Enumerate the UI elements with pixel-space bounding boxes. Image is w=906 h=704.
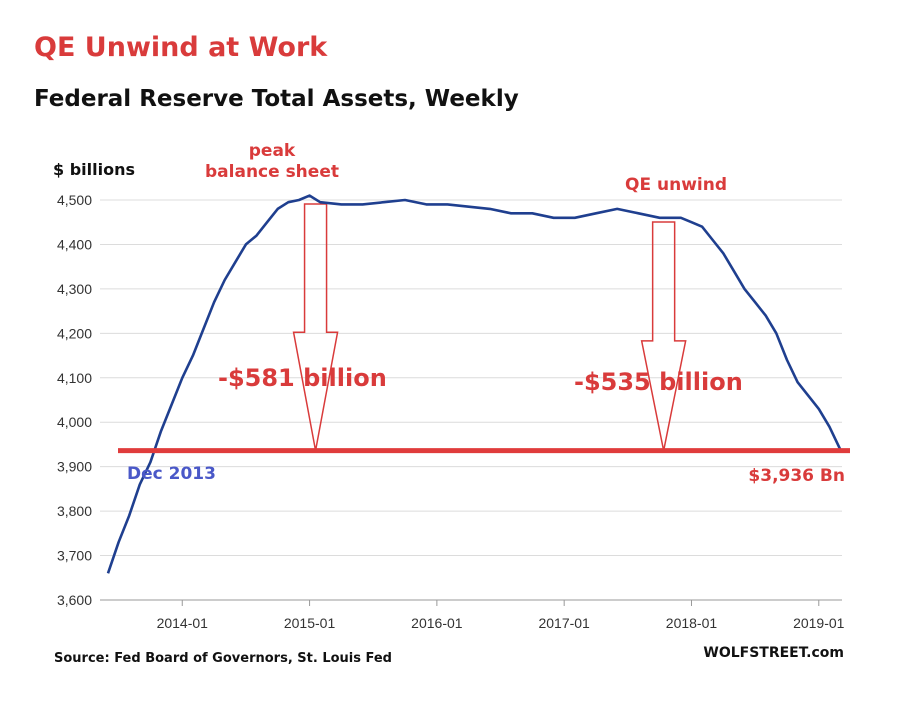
y-tick-label: 4,300 xyxy=(57,281,92,297)
chart-subtitle: Federal Reserve Total Assets, Weekly xyxy=(34,86,519,112)
x-tick-label: 2015-01 xyxy=(284,615,336,631)
y-tick-label: 3,700 xyxy=(57,548,92,564)
y-tick-label: 4,100 xyxy=(57,370,92,386)
brand-label: WOLFSTREET.com xyxy=(703,645,844,661)
start-date-label: Dec 2013 xyxy=(127,464,216,484)
y-tick-label: 3,900 xyxy=(57,459,92,475)
series-lines xyxy=(106,194,842,574)
end-value-label: $3,936 Bn xyxy=(748,466,845,486)
peak-amount-label: -$581 billion xyxy=(218,364,387,392)
y-tick-label: 3,800 xyxy=(57,503,92,519)
x-tick-labels: 2014-01 2015-01 2016-01 2017-01 2018-01 2019-… xyxy=(100,599,845,631)
peak-label-line1: peak xyxy=(249,141,296,161)
reduction-arrow xyxy=(640,221,687,451)
unwind-label: QE unwind xyxy=(625,175,727,195)
y-tick-label: 4,400 xyxy=(57,236,92,252)
x-tick-label: 2014-01 xyxy=(157,615,209,631)
y-tick-labels: 3,600 3,700 3,800 3,900 4,000 4,100 4,200 4,300… xyxy=(57,192,92,608)
y-tick-label: 4,200 xyxy=(57,325,92,341)
x-tick-label: 2017-01 xyxy=(538,615,590,631)
series-line xyxy=(106,194,842,574)
unwind-amount-label: -$535 billion xyxy=(574,368,743,396)
peak-label-line2: balance sheet xyxy=(205,162,339,182)
chart-title: QE Unwind at Work xyxy=(34,32,328,63)
gridlines xyxy=(100,199,842,601)
reduction-arrows xyxy=(292,203,687,451)
x-tick-label: 2019-01 xyxy=(793,615,845,631)
y-tick-label: 3,600 xyxy=(57,592,92,608)
reduction-arrow xyxy=(292,203,339,451)
x-tick-label: 2018-01 xyxy=(666,615,718,631)
y-tick-label: 4,500 xyxy=(57,192,92,208)
source-note: Source: Fed Board of Governors, St. Loui… xyxy=(54,651,392,666)
y-tick-label: 4,000 xyxy=(57,414,92,430)
x-tick-label: 2016-01 xyxy=(411,615,463,631)
y-axis-label: $ billions xyxy=(53,160,135,179)
